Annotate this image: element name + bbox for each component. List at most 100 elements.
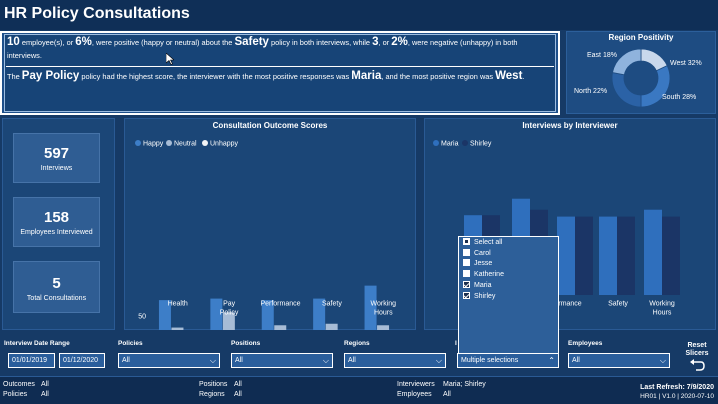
x-tick-label: Pay Policy <box>220 301 239 317</box>
region-donut-chart <box>611 48 671 108</box>
dropdown-option[interactable]: Jesse <box>463 259 492 269</box>
dropdown-option-label: Carol <box>474 249 491 257</box>
kpi-value: 158 <box>43 209 70 226</box>
interviewers-dropdown-list <box>458 236 559 354</box>
bar-happy[interactable] <box>364 285 377 330</box>
donut-slice[interactable] <box>612 48 642 76</box>
regions-dropdown[interactable]: All ⌵ <box>344 353 446 368</box>
bar-shirley[interactable] <box>575 216 593 295</box>
bar-happy[interactable] <box>313 298 326 330</box>
dropdown-option-label: Maria <box>474 281 492 289</box>
positions-value: All <box>235 357 243 364</box>
narrative-highlight: 2% <box>391 36 408 48</box>
legend-maria: Maria <box>433 140 459 148</box>
kpi-label: Employees Interviewed <box>20 229 93 236</box>
date-from-input[interactable]: 01/01/2019 <box>8 353 55 368</box>
bar-neutral[interactable] <box>325 323 338 330</box>
checkbox-checked-icon[interactable] <box>463 280 470 288</box>
kpi-value: 597 <box>43 145 70 162</box>
footer-interviewers-label: Interviewers <box>397 381 435 388</box>
policies-dropdown[interactable]: All ⌵ <box>118 353 220 368</box>
x-tick-label: Working Hours <box>371 301 397 317</box>
kpi-card-employees: 158 Employees Interviewed <box>13 197 100 247</box>
dropdown-option[interactable]: Shirley <box>463 291 495 302</box>
bar-maria[interactable] <box>644 209 662 295</box>
bar-happy[interactable] <box>210 298 223 330</box>
footer-positions-label: Positions <box>199 381 228 388</box>
bar-maria[interactable] <box>599 216 617 295</box>
dropdown-option[interactable]: Select all <box>463 238 502 248</box>
x-tick-label: Performance <box>260 301 300 308</box>
legend-unhappy: Unhappy <box>202 140 238 148</box>
dropdown-option[interactable]: Katherine <box>463 270 504 280</box>
interviewers-value: Multiple selections <box>461 357 519 364</box>
bar-neutral[interactable] <box>171 327 184 330</box>
bar-shirley[interactable] <box>662 216 680 295</box>
legend-dot <box>166 140 172 146</box>
donut-slice[interactable] <box>611 72 642 108</box>
bar-happy[interactable] <box>158 300 171 330</box>
narrative-text: employee(s), or <box>19 38 76 47</box>
donut-label-east: East 18% <box>587 52 617 59</box>
checkbox-checked-icon[interactable] <box>463 291 470 299</box>
bar-neutral[interactable] <box>377 325 390 330</box>
legend-label: Maria <box>441 140 459 148</box>
footer-employees-label: Employees <box>397 391 432 398</box>
checkbox-icon[interactable] <box>463 270 470 278</box>
footer-bar <box>0 376 718 404</box>
legend-label: Shirley <box>470 140 492 148</box>
dropdown-option-label: Katherine <box>474 271 504 279</box>
bar-happy[interactable] <box>261 300 274 330</box>
y-tick-label: 50 <box>138 314 146 321</box>
title-bar <box>0 0 718 30</box>
checkbox-icon[interactable] <box>463 248 470 256</box>
chevron-down-icon: ⌵ <box>659 356 666 365</box>
last-refresh: Last Refresh: 7/9/2020 <box>640 384 714 391</box>
footer-employees-value: All <box>443 391 451 398</box>
dropdown-option[interactable]: Maria <box>463 280 492 291</box>
x-tick-label: Working Hours <box>649 301 675 317</box>
bar-neutral[interactable] <box>274 325 287 330</box>
employees-value: All <box>572 357 580 364</box>
footer-regions-value: All <box>234 391 242 398</box>
narrative-text: , or <box>378 38 392 47</box>
checkbox-icon[interactable] <box>463 238 470 245</box>
bar-maria[interactable] <box>557 216 575 295</box>
x-tick-label: Health <box>168 301 188 308</box>
chevron-down-icon: ⌵ <box>209 356 216 365</box>
narrative-line-summary: The Pay Policy policy had the highest sc… <box>7 70 552 83</box>
narrative-text: policy in both interviews, while <box>268 38 373 47</box>
chevron-down-icon: ⌵ <box>435 356 442 365</box>
dropdown-option[interactable]: Carol <box>463 248 491 259</box>
version-info: HR01 | V1.0 | 2020-07-10 <box>640 393 714 400</box>
interviewers-dropdown[interactable]: Multiple selections ⌃ <box>457 353 559 368</box>
footer-positions-value: All <box>234 381 242 388</box>
legend-label: Neutral <box>174 140 197 148</box>
legend-neutral: Neutral <box>166 140 197 148</box>
bar-shirley[interactable] <box>617 216 635 295</box>
kpi-label: Interviews <box>40 165 73 172</box>
footer-policies-value: All <box>41 391 49 398</box>
outcome-chart-title: Consultation Outcome Scores <box>212 121 328 130</box>
narrative-highlight: West <box>495 70 523 82</box>
narrative-text: , and the most positive region was <box>381 72 496 81</box>
bar-neutral[interactable] <box>222 312 235 330</box>
reset-label-line1: Reset <box>687 342 707 349</box>
employees-dropdown[interactable]: All ⌵ <box>568 353 670 368</box>
undo-arrow-icon <box>690 359 705 371</box>
footer-outcomes-label: Outcomes <box>3 381 35 388</box>
date-to-input[interactable]: 01/12/2020 <box>59 353 105 368</box>
narrative-text: The <box>7 72 22 81</box>
chevron-down-icon: ⌵ <box>322 356 329 365</box>
x-tick-label: Safety <box>322 301 342 308</box>
reset-slicers-button[interactable]: Reset Slicers <box>682 342 712 372</box>
checkbox-icon[interactable] <box>463 259 470 267</box>
footer-outcomes-value: All <box>41 381 49 388</box>
legend-dot <box>202 140 208 146</box>
positions-dropdown[interactable]: All ⌵ <box>231 353 333 368</box>
region-chart-title: Region Positivity <box>608 33 674 42</box>
narrative-highlight: 10 <box>7 36 20 48</box>
donut-label-west: West 32% <box>670 60 702 67</box>
positions-slicer-label: Positions <box>231 340 261 347</box>
narrative-text: , were negative (unhappy) in both interv… <box>7 38 518 60</box>
